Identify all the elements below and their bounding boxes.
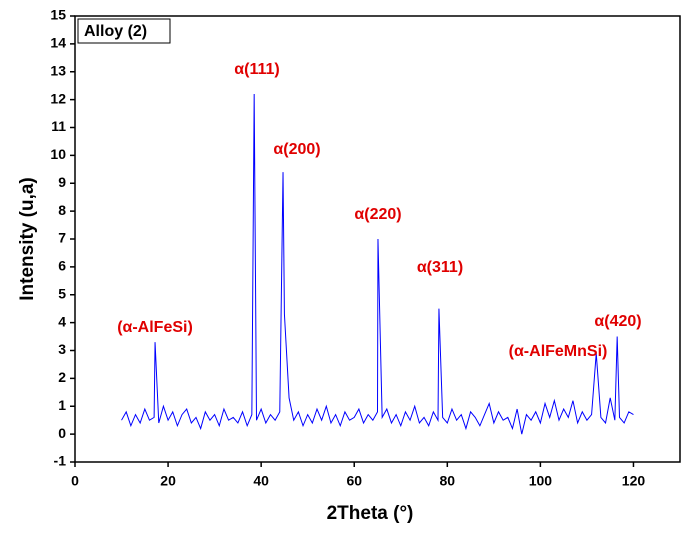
y-tick-label: -1: [54, 453, 67, 469]
y-tick-label: 6: [58, 258, 66, 274]
y-tick-label: 12: [50, 90, 66, 106]
y-tick-label: 9: [58, 174, 66, 190]
y-tick-label: 13: [50, 62, 66, 78]
peak-annotation: α(111): [234, 61, 279, 78]
peak-annotation: α(311): [417, 259, 463, 276]
y-tick-label: 3: [58, 341, 66, 357]
y-tick-label: 4: [58, 313, 66, 329]
y-tick-label: 11: [51, 118, 66, 134]
x-axis-label: 2Theta (°): [327, 503, 414, 524]
y-tick-label: 2: [58, 369, 66, 385]
peak-annotation: α(200): [273, 141, 320, 158]
y-tick-label: 10: [50, 146, 66, 162]
y-tick-label: 8: [58, 202, 66, 218]
peak-annotation: α(420): [594, 313, 641, 330]
x-tick-label: 100: [529, 473, 553, 489]
peak-annotation: α(220): [354, 206, 401, 223]
y-tick-label: 15: [50, 7, 66, 23]
x-tick-label: 120: [622, 473, 646, 489]
y-tick-label: 0: [58, 425, 66, 441]
y-axis-label: Intensity (u,a): [17, 177, 38, 301]
x-tick-label: 60: [346, 473, 362, 489]
y-tick-label: 5: [58, 285, 66, 301]
x-tick-label: 40: [253, 473, 269, 489]
data-line: [121, 94, 634, 435]
y-tick-label: 1: [58, 397, 66, 413]
peak-annotation: (α-AlFeSi): [117, 319, 193, 336]
x-tick-label: 0: [71, 473, 79, 489]
y-tick-label: 7: [58, 230, 66, 246]
legend-label: Alloy (2): [84, 23, 147, 40]
legend-box: [77, 18, 171, 44]
y-tick-label: 14: [50, 35, 66, 51]
x-tick-label: 20: [160, 473, 176, 489]
peak-annotation: (α-AlFeMnSi): [509, 343, 608, 360]
x-tick-label: 80: [440, 473, 456, 489]
